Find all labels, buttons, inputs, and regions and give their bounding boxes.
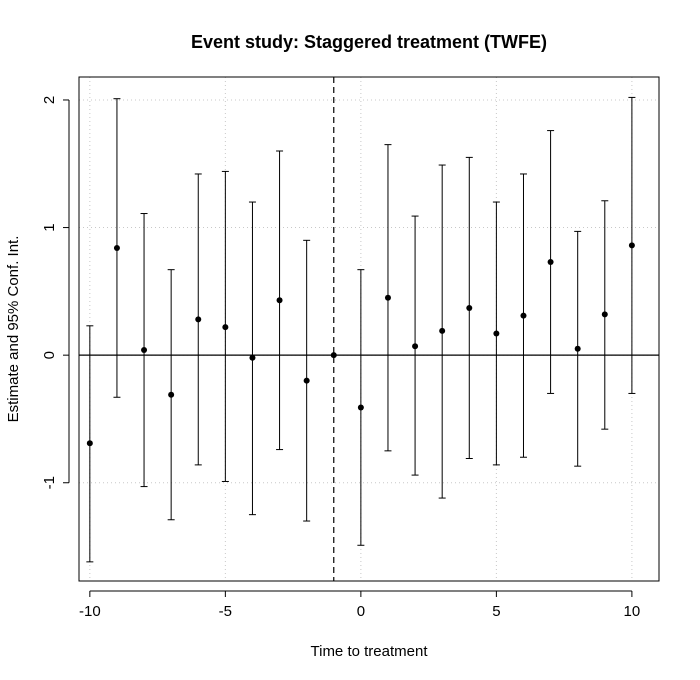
point-estimate [547,259,554,266]
point-estimate [249,354,256,361]
point-estimate [520,312,527,319]
y-axis: -1 0 1 2 [41,96,70,489]
point-estimate [113,244,120,251]
x-axis: -10 -5 0 5 10 [79,590,641,620]
point-estimate [574,345,581,352]
point-estimate [601,311,608,318]
x-axis-label: Time to treatment [311,643,429,660]
y-tick-label: 1 [41,223,58,231]
point-estimate [168,391,175,398]
point-estimate [222,324,229,331]
x-tick-label: 0 [357,603,365,620]
error-bars [86,96,636,563]
grid [79,77,659,581]
point-estimate [303,377,310,384]
point-estimate [412,343,419,350]
point-estimate [276,297,283,304]
point-estimate [357,404,364,411]
y-tick-label: -1 [41,476,58,489]
point-estimate [330,352,337,359]
x-tick-label: -5 [219,603,232,620]
plot-frame [78,76,660,582]
point-estimate [195,316,202,323]
y-tick-label: 0 [41,351,58,359]
point-estimate [439,327,446,334]
point-estimate [493,330,500,337]
y-tick-label: 2 [41,96,58,104]
point-estimate [141,347,148,354]
x-tick-label: -10 [79,603,101,620]
chart-title: Event study: Staggered treatment (TWFE) [191,32,547,52]
point-estimate [86,440,93,447]
point-estimates [86,242,635,447]
point-estimate [628,242,635,249]
x-tick-label: 5 [492,603,500,620]
point-estimate [466,304,473,311]
y-axis-label: Estimate and 95% Conf. Int. [5,236,22,423]
reference-lines [79,77,659,581]
point-estimate [384,294,391,301]
x-tick-label: 10 [624,603,641,620]
